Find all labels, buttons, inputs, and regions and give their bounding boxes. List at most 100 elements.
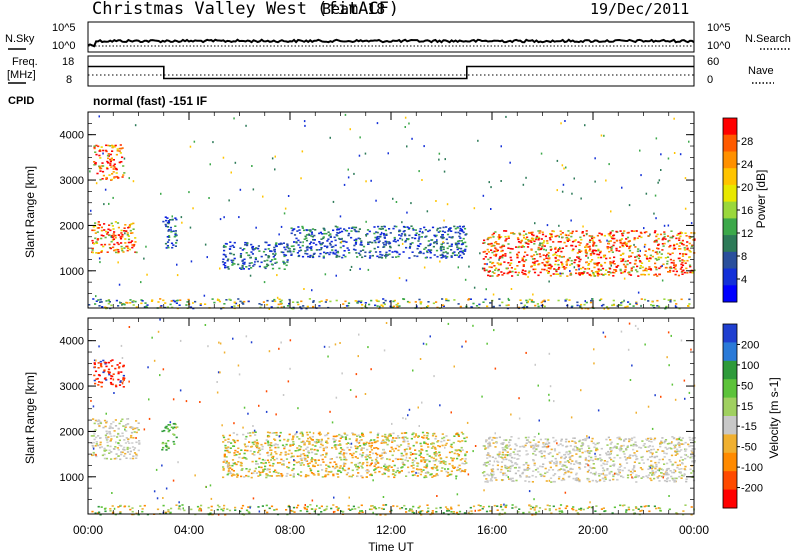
range-cell: [451, 237, 453, 239]
range-cell: [604, 235, 606, 237]
range-cell: [501, 257, 503, 259]
range-cell: [593, 253, 595, 255]
range-cell: [362, 463, 364, 465]
range-cell: [687, 456, 689, 458]
range-cell: [498, 243, 500, 245]
range-cell: [645, 268, 647, 270]
range-cell: [140, 281, 142, 283]
range-cell: [338, 440, 340, 442]
range-cell: [241, 260, 243, 262]
range-cell: [379, 251, 381, 253]
range-cell: [445, 506, 447, 508]
range-cell: [620, 447, 622, 449]
range-cell: [690, 472, 692, 474]
range-cell: [294, 434, 296, 436]
range-cell: [108, 235, 110, 237]
range-cell: [117, 379, 119, 381]
range-cell: [102, 150, 104, 152]
range-cell: [379, 254, 381, 256]
range-cell: [660, 257, 662, 259]
range-cell: [689, 265, 691, 267]
range-cell: [306, 240, 308, 242]
range-cell: [666, 463, 668, 465]
range-cell: [598, 268, 600, 270]
range-cell: [295, 450, 297, 452]
range-cell: [222, 259, 224, 261]
range-cell: [616, 266, 618, 268]
velocity-marks: [90, 318, 696, 516]
range-cell: [337, 252, 339, 254]
range-cell: [601, 135, 603, 137]
range-cell: [495, 254, 497, 256]
range-cell: [366, 476, 368, 478]
range-cell: [499, 237, 501, 239]
range-cell: [398, 230, 400, 232]
range-cell: [525, 463, 527, 465]
range-cell: [422, 231, 424, 233]
range-cell: [414, 255, 416, 257]
range-cell: [543, 240, 545, 242]
range-cell: [307, 438, 309, 440]
range-cell: [615, 248, 617, 250]
range-cell: [491, 474, 493, 476]
range-cell: [176, 437, 178, 439]
sky-noise-line: [88, 40, 694, 46]
range-cell: [526, 468, 528, 470]
range-cell: [454, 453, 456, 455]
range-cell: [514, 467, 516, 469]
range-cell: [346, 434, 348, 436]
range-cell: [361, 257, 363, 259]
range-cell: [344, 470, 346, 472]
range-cell: [665, 257, 667, 259]
range-cell: [638, 508, 640, 510]
range-cell: [342, 467, 344, 469]
ytick-label: 1000: [60, 266, 84, 278]
range-cell: [122, 176, 124, 178]
range-cell: [558, 241, 560, 243]
range-cell: [582, 267, 584, 269]
range-cell: [274, 251, 276, 253]
range-cell: [233, 470, 235, 472]
range-cell: [673, 445, 675, 447]
range-cell: [375, 464, 377, 466]
range-cell: [536, 237, 538, 239]
range-cell: [535, 476, 537, 478]
range-cell: [664, 480, 666, 482]
range-cell: [326, 434, 328, 436]
range-cell: [540, 272, 542, 274]
range-cell: [678, 445, 680, 447]
range-cell: [422, 432, 424, 434]
range-cell: [623, 453, 625, 455]
colorbar-tick-label: 12: [741, 228, 753, 240]
range-cell: [459, 465, 461, 467]
range-cell: [110, 378, 112, 380]
range-cell: [334, 461, 336, 463]
range-cell: [120, 232, 122, 234]
range-cell: [384, 464, 386, 466]
range-cell: [513, 457, 515, 459]
range-cell: [441, 244, 443, 246]
range-cell: [610, 210, 612, 212]
range-cell: [392, 256, 394, 258]
range-cell: [429, 455, 431, 457]
range-cell: [492, 465, 494, 467]
range-cell: [335, 226, 337, 228]
range-cell: [254, 434, 256, 436]
range-cell: [359, 440, 361, 442]
range-cell: [600, 257, 602, 259]
range-cell: [101, 306, 103, 308]
range-cell: [114, 368, 116, 370]
range-cell: [606, 306, 608, 308]
range-cell: [252, 249, 254, 251]
range-cell: [108, 244, 110, 246]
range-cell: [237, 298, 239, 300]
range-cell: [109, 425, 111, 427]
range-cell: [135, 420, 137, 422]
range-cell: [97, 445, 99, 447]
range-cell: [301, 460, 303, 462]
range-cell: [315, 453, 317, 455]
range-cell: [281, 464, 283, 466]
range-cell: [385, 436, 387, 438]
range-cell: [593, 447, 595, 449]
range-cell: [682, 255, 684, 257]
